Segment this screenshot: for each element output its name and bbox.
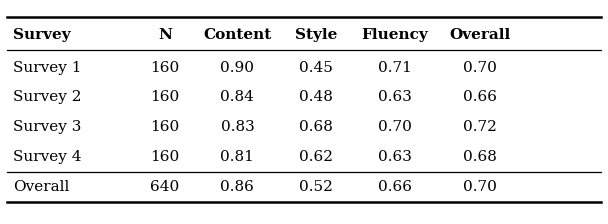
Text: 0.84: 0.84	[221, 90, 254, 104]
Text: 0.52: 0.52	[299, 180, 333, 194]
Text: 0.72: 0.72	[463, 120, 497, 134]
Text: 0.71: 0.71	[378, 61, 412, 75]
Text: 0.90: 0.90	[221, 61, 254, 75]
Text: Survey 1: Survey 1	[13, 61, 82, 75]
Text: Fluency: Fluency	[361, 28, 428, 42]
Text: Survey 2: Survey 2	[13, 90, 82, 104]
Text: Overall: Overall	[13, 180, 70, 194]
Text: 0.63: 0.63	[378, 90, 412, 104]
Text: 0.66: 0.66	[463, 90, 497, 104]
Text: 160: 160	[150, 120, 179, 134]
Text: Survey: Survey	[13, 28, 71, 42]
Text: 0.86: 0.86	[221, 180, 254, 194]
Text: 0.70: 0.70	[463, 180, 497, 194]
Text: 160: 160	[150, 150, 179, 164]
Text: Content: Content	[203, 28, 272, 42]
Text: 0.70: 0.70	[378, 120, 412, 134]
Text: 0.81: 0.81	[221, 150, 254, 164]
Text: 160: 160	[150, 90, 179, 104]
Text: 640: 640	[150, 180, 179, 194]
Text: 0.63: 0.63	[378, 150, 412, 164]
Text: 160: 160	[150, 61, 179, 75]
Text: Style: Style	[295, 28, 337, 42]
Text: 0.48: 0.48	[299, 90, 333, 104]
Text: 0.66: 0.66	[378, 180, 412, 194]
Text: 0.68: 0.68	[463, 150, 497, 164]
Text: N: N	[158, 28, 171, 42]
Text: Survey 3: Survey 3	[13, 120, 82, 134]
Text: Overall: Overall	[449, 28, 510, 42]
Text: 0.83: 0.83	[221, 120, 254, 134]
Text: 0.45: 0.45	[299, 61, 333, 75]
Text: Survey 4: Survey 4	[13, 150, 82, 164]
Text: 0.62: 0.62	[299, 150, 333, 164]
Text: 0.70: 0.70	[463, 61, 497, 75]
Text: 0.68: 0.68	[299, 120, 333, 134]
